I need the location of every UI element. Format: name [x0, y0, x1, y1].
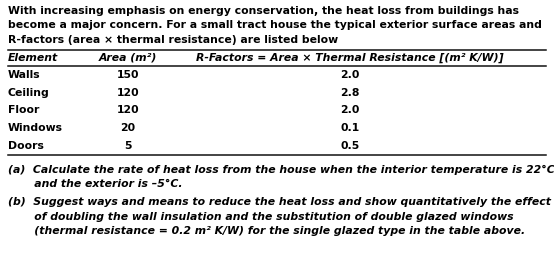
Text: 2.8: 2.8 — [340, 88, 360, 98]
Text: R-factors (area × thermal resistance) are listed below: R-factors (area × thermal resistance) ar… — [8, 35, 338, 45]
Text: 120: 120 — [117, 88, 139, 98]
Text: 2.0: 2.0 — [340, 105, 360, 115]
Text: 0.1: 0.1 — [340, 123, 360, 133]
Text: 0.5: 0.5 — [340, 141, 360, 151]
Text: Floor: Floor — [8, 105, 39, 115]
Text: Ceiling: Ceiling — [8, 88, 50, 98]
Text: 120: 120 — [117, 105, 139, 115]
Text: Element: Element — [8, 53, 58, 63]
Text: 5: 5 — [124, 141, 132, 151]
Text: Doors: Doors — [8, 141, 44, 151]
Text: (a)  Calculate the rate of heat loss from the house when the interior temperatur: (a) Calculate the rate of heat loss from… — [8, 165, 554, 175]
Text: Area (m²): Area (m²) — [99, 53, 157, 63]
Text: and the exterior is –5°C.: and the exterior is –5°C. — [8, 179, 182, 189]
Text: of doubling the wall insulation and the substitution of double glazed windows: of doubling the wall insulation and the … — [8, 212, 514, 222]
Text: Windows: Windows — [8, 123, 63, 133]
Text: (thermal resistance = 0.2 m² K/W) for the single glazed type in the table above.: (thermal resistance = 0.2 m² K/W) for th… — [8, 227, 525, 237]
Text: 20: 20 — [120, 123, 136, 133]
Text: 150: 150 — [117, 70, 139, 80]
Text: become a major concern. For a small tract house the typical exterior surface are: become a major concern. For a small trac… — [8, 21, 542, 31]
Text: With increasing emphasis on energy conservation, the heat loss from buildings ha: With increasing emphasis on energy conse… — [8, 6, 519, 16]
Text: 2.0: 2.0 — [340, 70, 360, 80]
Text: Walls: Walls — [8, 70, 40, 80]
Text: R-Factors = Area × Thermal Resistance [(m² K/W)]: R-Factors = Area × Thermal Resistance [(… — [196, 53, 504, 63]
Text: (b)  Suggest ways and means to reduce the heat loss and show quantitatively the : (b) Suggest ways and means to reduce the… — [8, 197, 551, 207]
